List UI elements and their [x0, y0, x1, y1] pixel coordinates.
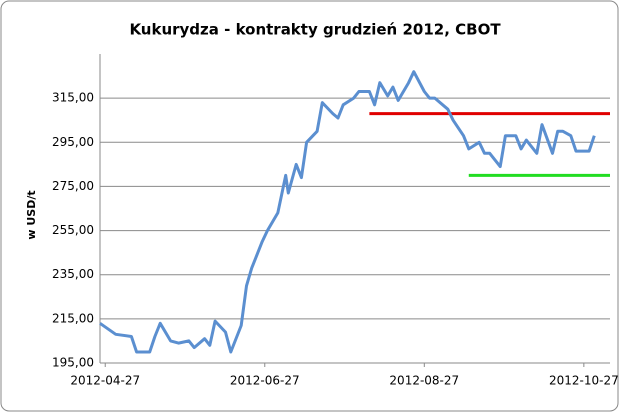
y-tick-label: 235,00 [52, 267, 94, 281]
y-tick-label: 215,00 [52, 311, 94, 325]
y-tick-label: 275,00 [52, 179, 94, 193]
y-axis-label: w USD/t [25, 190, 38, 239]
y-tick-label: 295,00 [52, 135, 94, 149]
chart-title: Kukurydza - kontrakty grudzień 2012, CBO… [129, 21, 501, 39]
series-line [99, 70, 596, 354]
y-tick-label: 255,00 [52, 223, 94, 237]
y-tick-label: 315,00 [52, 91, 94, 105]
x-tick-label: 2012-04-27 [70, 374, 140, 388]
x-tick-label: 2012-08-27 [389, 374, 459, 388]
x-tick-label: 2012-10-27 [549, 374, 619, 388]
y-tick-label: 195,00 [52, 356, 94, 370]
x-tick-label: 2012-06-27 [230, 374, 300, 388]
